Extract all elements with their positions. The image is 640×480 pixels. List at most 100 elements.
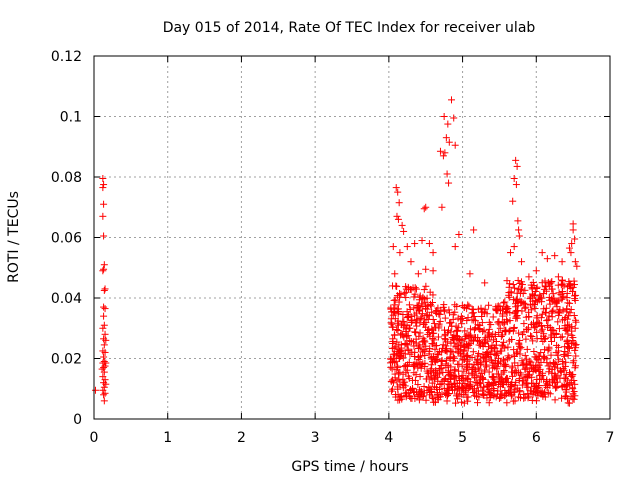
data-point bbox=[510, 324, 518, 332]
data-point bbox=[510, 243, 518, 251]
data-point bbox=[420, 382, 428, 390]
data-point bbox=[564, 339, 572, 347]
data-point bbox=[568, 240, 576, 248]
data-point bbox=[404, 332, 412, 340]
data-point bbox=[542, 377, 550, 385]
data-point bbox=[452, 399, 460, 407]
data-point bbox=[455, 230, 463, 238]
data-point bbox=[412, 285, 420, 293]
data-point bbox=[561, 393, 569, 401]
data-point bbox=[422, 396, 430, 404]
data-point bbox=[498, 390, 506, 398]
data-point bbox=[572, 318, 580, 326]
data-point bbox=[562, 370, 570, 378]
data-point bbox=[551, 396, 559, 404]
data-point bbox=[419, 320, 427, 328]
data-point bbox=[521, 304, 529, 312]
data-point bbox=[442, 134, 450, 142]
data-point bbox=[400, 227, 408, 235]
data-point bbox=[481, 308, 489, 316]
data-point bbox=[100, 181, 108, 189]
data-point bbox=[414, 364, 422, 372]
data-point bbox=[430, 329, 438, 337]
data-point bbox=[395, 199, 403, 207]
data-point bbox=[521, 352, 529, 360]
data-point bbox=[549, 290, 557, 298]
data-point bbox=[387, 363, 395, 371]
data-point bbox=[512, 181, 520, 189]
data-point bbox=[506, 249, 514, 257]
data-point bbox=[549, 297, 557, 305]
data-point bbox=[461, 327, 469, 335]
data-point bbox=[571, 235, 579, 243]
data-point bbox=[445, 326, 453, 334]
data-point bbox=[557, 333, 565, 341]
data-point bbox=[504, 355, 512, 363]
data-point bbox=[479, 343, 487, 351]
data-point bbox=[534, 392, 542, 400]
data-point bbox=[100, 353, 108, 361]
data-point bbox=[479, 328, 487, 336]
data-point bbox=[447, 339, 455, 347]
data-point bbox=[564, 330, 572, 338]
data-point bbox=[407, 394, 415, 402]
data-point bbox=[448, 96, 456, 104]
data-point bbox=[561, 362, 569, 370]
data-point bbox=[557, 291, 565, 299]
data-point bbox=[558, 276, 566, 284]
data-point bbox=[425, 329, 433, 337]
data-point bbox=[474, 321, 482, 329]
data-point bbox=[557, 368, 565, 376]
data-point bbox=[514, 276, 522, 284]
data-point bbox=[502, 374, 510, 382]
data-point bbox=[558, 333, 566, 341]
data-point bbox=[451, 141, 459, 149]
data-point bbox=[480, 339, 488, 347]
data-point bbox=[498, 379, 506, 387]
data-point bbox=[413, 302, 421, 310]
data-point bbox=[548, 337, 556, 345]
data-point bbox=[490, 386, 498, 394]
data-point bbox=[511, 308, 519, 316]
data-point bbox=[440, 376, 448, 384]
data-point bbox=[100, 397, 108, 405]
data-point bbox=[496, 347, 504, 355]
data-point bbox=[425, 240, 433, 248]
data-point bbox=[394, 188, 402, 196]
data-point bbox=[518, 258, 526, 266]
x-tick-label: 1 bbox=[163, 430, 172, 446]
data-point bbox=[535, 361, 543, 369]
data-point bbox=[533, 298, 541, 306]
data-point bbox=[414, 270, 422, 278]
data-point bbox=[514, 217, 522, 225]
data-point bbox=[513, 289, 521, 297]
data-point bbox=[537, 327, 545, 335]
data-point bbox=[479, 351, 487, 359]
data-point bbox=[474, 364, 482, 372]
data-point bbox=[544, 316, 552, 324]
data-point bbox=[458, 384, 466, 392]
data-point bbox=[540, 290, 548, 298]
data-point bbox=[488, 341, 496, 349]
data-point bbox=[538, 389, 546, 397]
data-point bbox=[428, 308, 436, 316]
data-point bbox=[415, 391, 423, 399]
data-point bbox=[480, 326, 488, 334]
data-point bbox=[554, 351, 562, 359]
data-point bbox=[565, 344, 573, 352]
data-point bbox=[462, 374, 470, 382]
data-point bbox=[469, 309, 477, 317]
data-point bbox=[562, 386, 570, 394]
data-point bbox=[388, 376, 396, 384]
data-point bbox=[533, 335, 541, 343]
data-point bbox=[566, 281, 574, 289]
data-point bbox=[512, 367, 520, 375]
data-point bbox=[451, 301, 459, 309]
data-point bbox=[499, 356, 507, 364]
data-point bbox=[558, 258, 566, 266]
data-point bbox=[450, 114, 458, 122]
data-point bbox=[426, 288, 434, 296]
data-point bbox=[514, 348, 522, 356]
data-point bbox=[559, 358, 567, 366]
data-point bbox=[422, 305, 430, 313]
